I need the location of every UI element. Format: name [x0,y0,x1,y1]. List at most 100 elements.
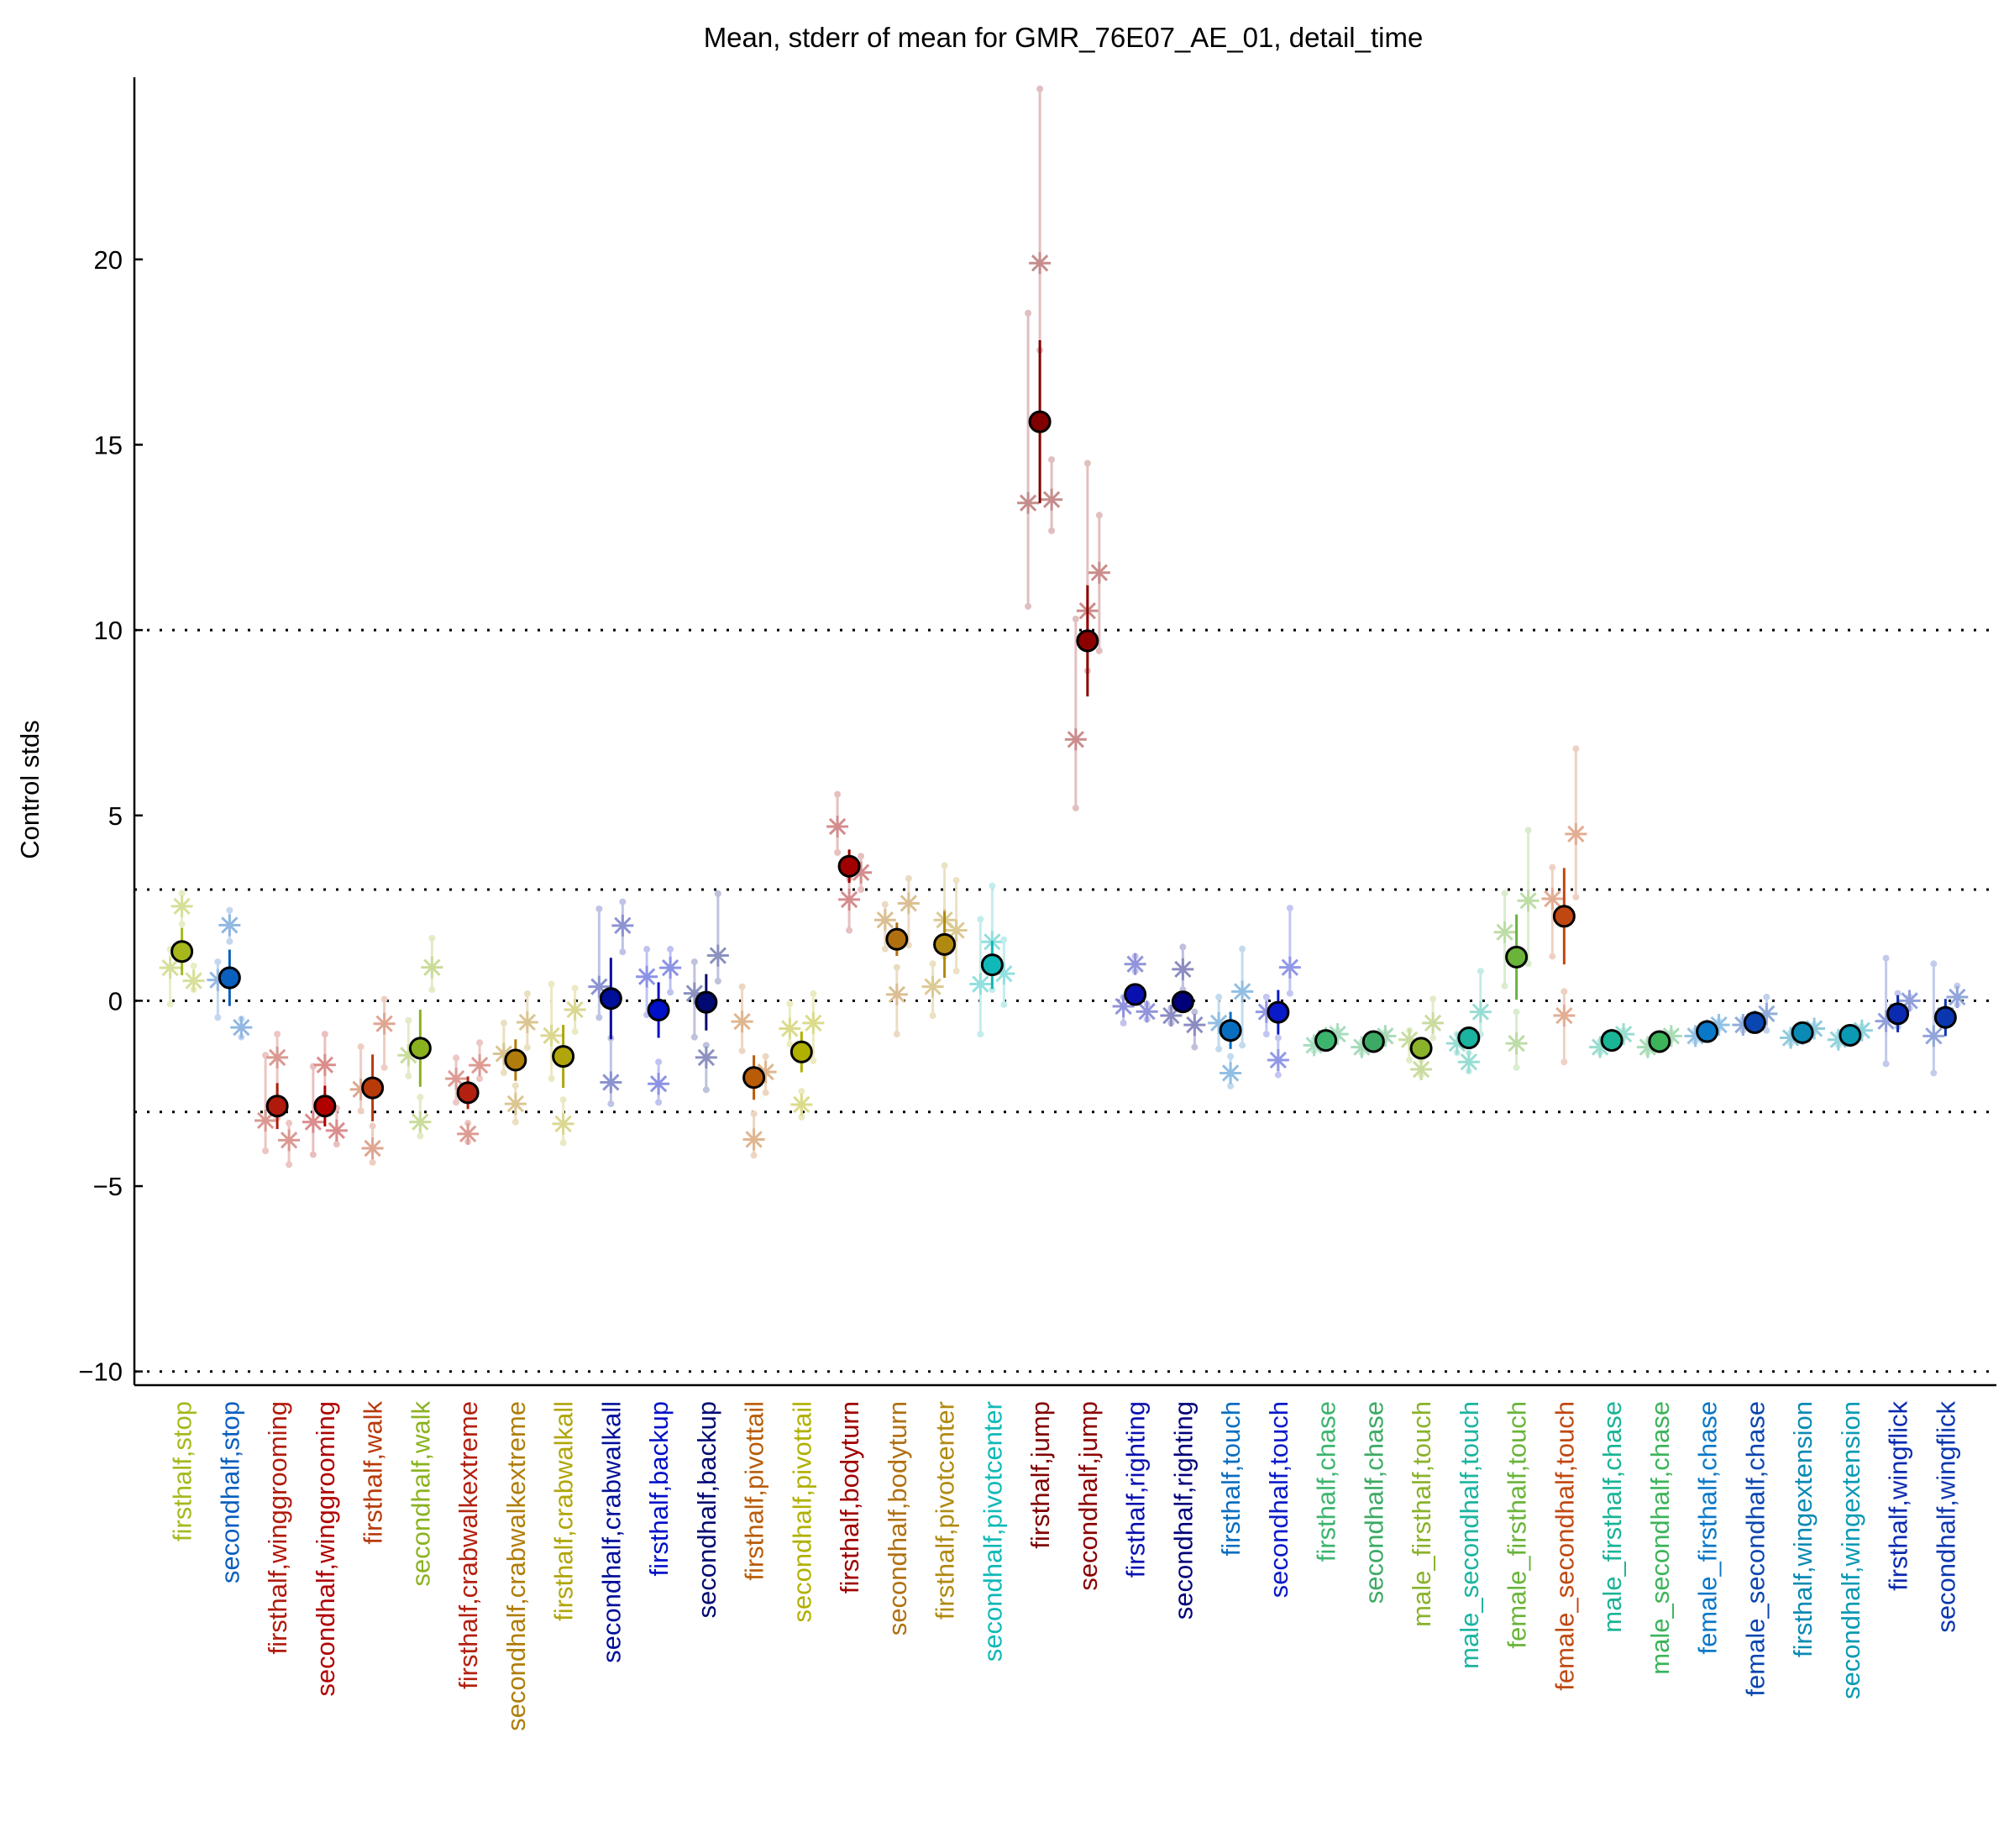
range-end-dot [881,945,889,953]
range-end-dot [1501,982,1508,990]
star-stroke [661,958,679,977]
x-tick-label: male_firsthalf,chase [1597,1401,1627,1633]
mean-marker [265,1095,289,1118]
star-stroke [1496,923,1513,941]
star-stroke [1126,955,1144,973]
star-stroke [614,916,632,934]
star-stroke [233,1019,250,1037]
star-stroke [1544,890,1561,908]
range-end-dot [702,1086,710,1094]
x-tick-label: male_secondhalf,touch [1455,1401,1484,1669]
range-end-dot [548,1075,555,1083]
star-marker [421,956,443,979]
category-group [540,980,586,1147]
star-marker [1231,980,1254,1003]
range-end-dot [559,1139,567,1147]
star-marker [516,1011,538,1033]
x-tick-label: firsthalf,crabwalkextreme [454,1401,483,1689]
x-tick-label: firsthalf,pivottail [740,1401,769,1581]
star-marker [611,914,634,937]
star-marker [1183,1014,1206,1037]
category-group [492,990,538,1126]
range-end-dot [1572,745,1580,753]
star-stroke [470,1057,489,1074]
range-end-dot [1095,512,1103,519]
range-end-dot [905,874,912,882]
star-stroke [876,911,894,929]
range-end-dot [667,946,674,953]
range-end-dot [846,927,853,934]
range-end-dot [1036,85,1044,92]
star-stroke [447,1069,465,1088]
range-end-dot [500,1019,507,1026]
star-stroke [900,895,918,912]
x-tick-label: firsthalf,touch [1216,1401,1246,1556]
range-end-dot [1191,1008,1199,1016]
star-marker [1267,1049,1289,1072]
range-end-dot [655,1058,663,1066]
mean-marker [313,1095,337,1118]
category-group [1827,1019,1873,1051]
range-end-dot [607,1100,615,1108]
category-group [1493,827,1540,1071]
mean-marker [408,1037,432,1060]
category-group [1255,905,1301,1079]
star-stroke [1067,731,1085,748]
mean-marker [695,990,718,1014]
category-group [1112,953,1158,1026]
range-end-dot [929,1012,936,1020]
range-end-dot [1286,905,1293,912]
range-end-dot [559,1096,567,1104]
x-tick-label: secondhalf,pivottail [787,1401,816,1623]
mean-marker [1124,983,1147,1006]
range-end-dot [750,1110,758,1117]
y-tick-label: 20 [94,245,123,275]
category-group [1922,960,1969,1077]
range-end-dot [1513,1063,1520,1071]
star-marker [1493,921,1516,943]
category-group [1398,995,1445,1081]
star-stroke [1460,1053,1478,1071]
star-marker [1553,1005,1576,1027]
star-marker [1457,1051,1480,1074]
range-end-dot [333,1141,340,1148]
range-end-dot [655,1099,663,1106]
range-end-dot [810,990,817,998]
star-stroke [1471,1003,1490,1021]
range-end-dot [1274,1034,1282,1042]
star-marker [504,1093,527,1116]
star-marker [838,888,861,911]
x-tick-label: secondhalf,chase [1359,1401,1388,1604]
mean-marker [1505,945,1529,969]
range-end-dot [1572,893,1580,900]
star-stroke [185,972,202,990]
range-end-dot [523,1044,531,1052]
star-stroke [995,965,1013,983]
range-end-dot [274,1031,281,1038]
range-end-dot [369,1158,376,1166]
category-group [445,1039,491,1146]
star-stroke [1233,983,1251,1000]
range-end-dot [1025,602,1032,610]
star-marker [1064,728,1087,751]
x-tick-label: firsthalf,stop [168,1401,197,1541]
range-end-dot [1048,527,1056,534]
range-end-dot [500,1069,507,1077]
range-end-dot [929,960,936,968]
star-stroke [781,1020,799,1037]
range-end-dot [357,1043,365,1051]
star-marker [1517,890,1540,912]
x-tick-label: female_secondhalf,chase [1740,1401,1770,1697]
mean-marker [1457,1026,1481,1050]
range-end-dot [690,958,698,966]
star-marker [1946,985,1969,1008]
range-end-dot [595,1014,603,1021]
star-marker [302,1110,324,1133]
star-marker [993,963,1015,985]
y-tick-label: −5 [93,1172,123,1201]
range-end-dot [786,1041,794,1048]
range-end-dot [178,890,186,897]
category-group [873,874,920,1038]
x-tick-label: secondhalf,righting [1168,1401,1198,1620]
range-end-dot [810,1057,817,1064]
